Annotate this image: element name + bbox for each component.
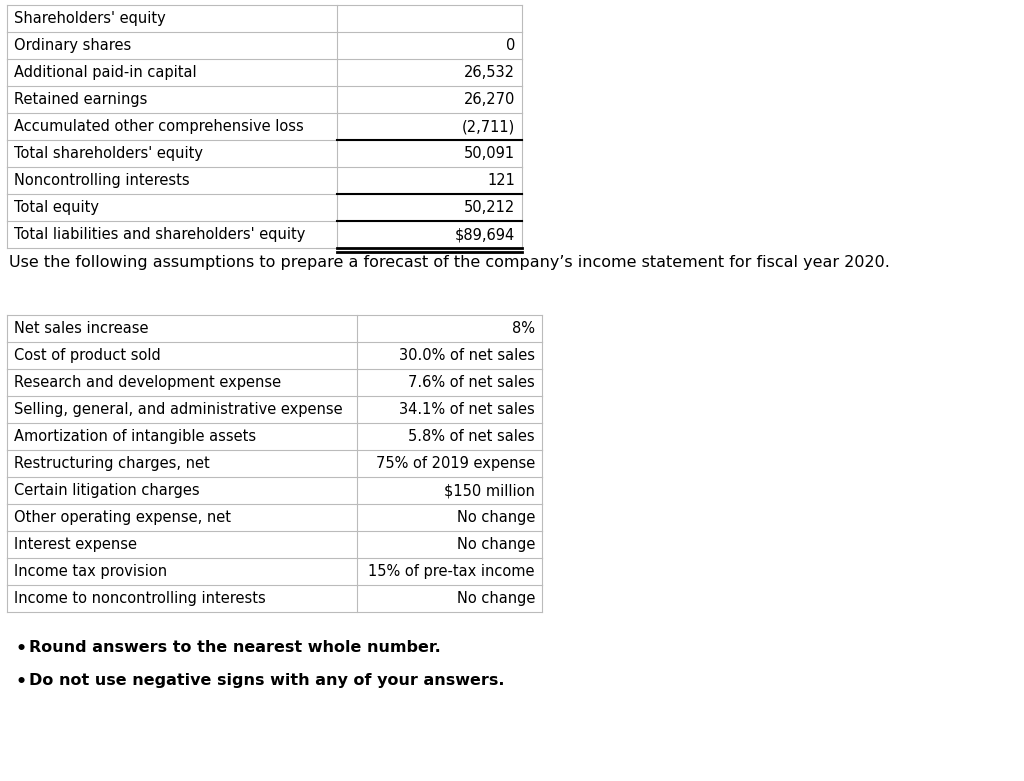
Text: Income to noncontrolling interests: Income to noncontrolling interests	[14, 591, 266, 606]
Text: $150 million: $150 million	[444, 483, 535, 498]
Text: Total liabilities and shareholders' equity: Total liabilities and shareholders' equi…	[14, 227, 305, 242]
Text: $89,694: $89,694	[455, 227, 515, 242]
Text: Net sales increase: Net sales increase	[14, 321, 148, 336]
Text: No change: No change	[457, 591, 535, 606]
Text: 15% of pre-tax income: 15% of pre-tax income	[369, 564, 535, 579]
Text: 121: 121	[487, 173, 515, 188]
Text: Round answers to the nearest whole number.: Round answers to the nearest whole numbe…	[29, 640, 440, 655]
Text: 5.8% of net sales: 5.8% of net sales	[409, 429, 535, 444]
Text: Accumulated other comprehensive loss: Accumulated other comprehensive loss	[14, 119, 304, 134]
Text: •: •	[15, 673, 27, 691]
Text: Retained earnings: Retained earnings	[14, 92, 147, 107]
Text: 30.0% of net sales: 30.0% of net sales	[399, 348, 535, 363]
Text: 34.1% of net sales: 34.1% of net sales	[399, 402, 535, 417]
Text: •: •	[15, 640, 27, 658]
Text: Certain litigation charges: Certain litigation charges	[14, 483, 200, 498]
Text: Selling, general, and administrative expense: Selling, general, and administrative exp…	[14, 402, 343, 417]
Text: 75% of 2019 expense: 75% of 2019 expense	[376, 456, 535, 471]
Text: Cost of product sold: Cost of product sold	[14, 348, 161, 363]
Text: Research and development expense: Research and development expense	[14, 375, 282, 390]
Text: 26,270: 26,270	[464, 92, 515, 107]
Text: 0: 0	[506, 38, 515, 53]
Text: No change: No change	[457, 537, 535, 552]
Text: 50,091: 50,091	[464, 146, 515, 161]
Text: 50,212: 50,212	[464, 200, 515, 215]
Text: Other operating expense, net: Other operating expense, net	[14, 510, 231, 525]
Text: 8%: 8%	[512, 321, 535, 336]
Text: Ordinary shares: Ordinary shares	[14, 38, 131, 53]
Text: Noncontrolling interests: Noncontrolling interests	[14, 173, 189, 188]
Text: Do not use negative signs with any of your answers.: Do not use negative signs with any of yo…	[29, 673, 505, 688]
Text: No change: No change	[457, 510, 535, 525]
Text: Use the following assumptions to prepare a forecast of the company’s income stat: Use the following assumptions to prepare…	[9, 255, 890, 270]
Text: Total equity: Total equity	[14, 200, 99, 215]
Text: (2,711): (2,711)	[462, 119, 515, 134]
Text: Shareholders' equity: Shareholders' equity	[14, 11, 166, 26]
Text: Total shareholders' equity: Total shareholders' equity	[14, 146, 203, 161]
Text: Additional paid-in capital: Additional paid-in capital	[14, 65, 197, 80]
Text: Income tax provision: Income tax provision	[14, 564, 167, 579]
Text: 26,532: 26,532	[464, 65, 515, 80]
Text: Interest expense: Interest expense	[14, 537, 137, 552]
Text: Amortization of intangible assets: Amortization of intangible assets	[14, 429, 256, 444]
Text: Restructuring charges, net: Restructuring charges, net	[14, 456, 210, 471]
Text: 7.6% of net sales: 7.6% of net sales	[409, 375, 535, 390]
